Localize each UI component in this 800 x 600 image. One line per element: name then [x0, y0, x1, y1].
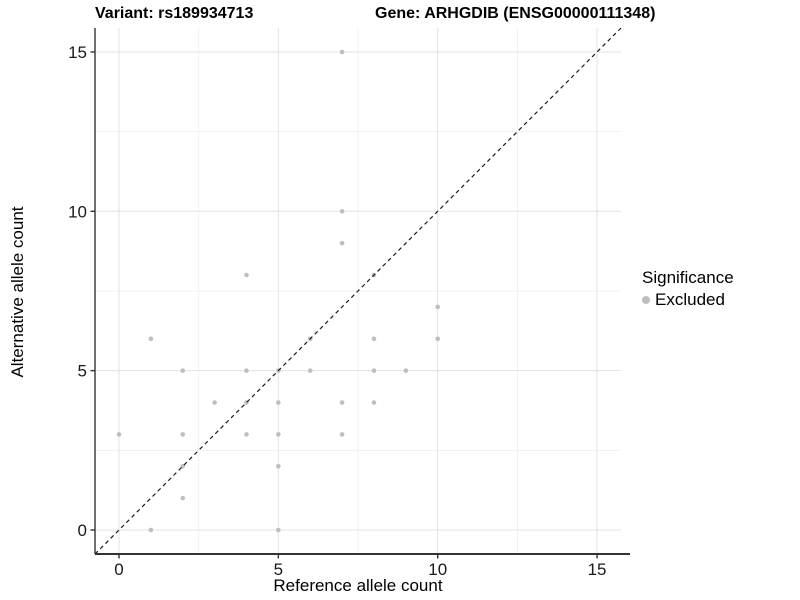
identity-line	[94, 27, 622, 555]
data-point	[244, 272, 249, 278]
data-point	[339, 400, 345, 405]
x-tick-label: 15	[588, 560, 607, 579]
data-point	[180, 368, 186, 373]
data-point	[371, 368, 377, 373]
data-point	[148, 336, 154, 342]
legend-title: Significance	[642, 268, 734, 287]
data-point	[148, 527, 154, 533]
x-axis-title: Reference allele count	[273, 576, 443, 595]
legend-entry-label: Excluded	[655, 290, 725, 309]
data-point	[244, 368, 249, 373]
data-point	[212, 400, 217, 405]
data-point	[276, 432, 281, 437]
x-tick-label: 10	[428, 560, 447, 579]
data-point	[339, 240, 345, 246]
data-point	[403, 368, 409, 373]
data-point	[276, 527, 281, 533]
y-tick-label: 5	[78, 362, 87, 381]
data-point	[371, 400, 377, 405]
data-point	[371, 336, 377, 342]
y-tick-label: 0	[78, 521, 87, 540]
x-tick-label: 5	[274, 560, 283, 579]
data-point	[180, 495, 186, 501]
data-point	[339, 49, 345, 55]
data-point	[276, 463, 281, 469]
data-point	[339, 432, 345, 437]
legend: Significance Excluded	[642, 268, 734, 310]
x-tick-label: 0	[114, 560, 123, 579]
data-point	[244, 432, 249, 437]
data-point	[339, 209, 345, 214]
y-tick-label: 15	[68, 43, 87, 62]
data-point	[116, 432, 122, 437]
y-tick-label: 10	[68, 202, 87, 221]
legend-entry-excluded: Excluded	[642, 290, 734, 310]
plot-title-gene: Gene: ARHGDIB (ENSG00000111348)	[375, 5, 656, 22]
data-point	[435, 336, 441, 342]
y-axis-title: Alternative allele count	[8, 206, 27, 378]
data-point	[276, 400, 281, 405]
excluded-point-icon	[642, 296, 650, 304]
data-point	[435, 304, 441, 310]
data-point	[180, 432, 186, 437]
data-point	[307, 368, 313, 373]
plot-title-variant: Variant: rs189934713	[95, 5, 254, 22]
data-point	[180, 463, 186, 469]
